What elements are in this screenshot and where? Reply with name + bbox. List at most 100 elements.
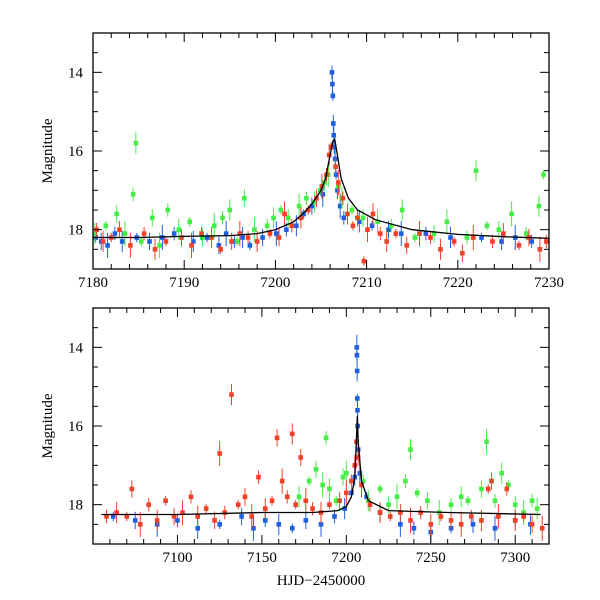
point-red-35	[377, 231, 383, 236]
point-red-12	[203, 506, 209, 511]
point-green-24	[304, 195, 309, 201]
point-red-51	[370, 211, 376, 217]
point-red-16	[254, 239, 260, 244]
top-panel-model-curve	[93, 137, 550, 239]
point-green-12	[386, 502, 391, 507]
point-blue-27	[398, 522, 403, 527]
point-blue-19	[294, 223, 299, 229]
point-blue-24	[357, 470, 363, 476]
point-red-44	[471, 235, 476, 240]
point-blue-37	[398, 231, 404, 236]
point-green-15	[408, 447, 413, 452]
point-red-39	[359, 482, 364, 488]
y-tick-label-16: 16	[68, 144, 84, 160]
point-blue-0	[110, 514, 116, 519]
point-blue-12	[223, 231, 229, 236]
point-red-37	[393, 231, 399, 236]
point-red-20	[256, 474, 261, 480]
y-tick-label-16: 16	[68, 419, 84, 435]
point-red-17	[267, 231, 273, 236]
point-red-11	[195, 514, 201, 519]
point-blue-14	[342, 506, 347, 511]
point-blue-41	[499, 239, 504, 244]
point-red-22	[305, 207, 311, 213]
x-tick-label-7230: 7230	[534, 275, 564, 291]
x-tick-label-7200: 7200	[331, 550, 361, 566]
point-red-43	[460, 250, 465, 256]
point-green-6	[333, 498, 339, 504]
point-green-13	[211, 223, 217, 229]
point-green-2	[313, 466, 319, 472]
bottom-panel-x-ticks: 7100 7150 7200 7250 7300	[92, 308, 550, 566]
point-green-5	[327, 486, 332, 492]
point-red-47	[516, 243, 522, 248]
point-red-52	[485, 486, 491, 492]
point-green-40	[473, 168, 479, 173]
point-red-28	[298, 455, 304, 460]
x-tick-label-7200: 7200	[260, 275, 290, 291]
x-tick-label-7180: 7180	[78, 275, 108, 291]
point-blue-19	[354, 368, 360, 374]
point-red-44	[408, 518, 413, 523]
point-blue-31	[335, 188, 340, 193]
x-tick-label-7210: 7210	[352, 275, 382, 291]
point-red-34	[344, 490, 349, 496]
point-blue-15	[349, 490, 354, 496]
point-blue-11	[303, 518, 309, 523]
point-green-35	[399, 207, 405, 213]
point-red-31	[345, 211, 350, 217]
point-red-46	[428, 522, 434, 527]
point-green-4	[130, 191, 136, 197]
point-green-17	[425, 498, 430, 504]
point-red-28	[333, 164, 338, 170]
x-tick-label-7250: 7250	[416, 550, 446, 566]
point-green-11	[377, 486, 383, 492]
point-green-13	[394, 494, 400, 500]
point-green-23	[296, 203, 302, 209]
point-red-49	[537, 247, 543, 252]
point-green-37	[431, 231, 437, 236]
point-red-38	[355, 455, 361, 460]
point-blue-15	[247, 243, 253, 248]
point-green-19	[448, 502, 454, 507]
point-green-36	[412, 235, 418, 240]
point-red-47	[438, 514, 444, 519]
point-red-40	[367, 502, 373, 507]
x-tick-label-7190: 7190	[169, 275, 199, 291]
point-red-8	[179, 235, 184, 240]
point-red-9	[180, 510, 185, 515]
x-tick-label-7150: 7150	[247, 550, 277, 566]
point-blue-17	[354, 345, 360, 350]
point-green-20	[458, 494, 464, 500]
point-red-42	[387, 514, 393, 519]
point-red-45	[490, 239, 495, 244]
point-red-27	[328, 144, 334, 150]
y-tick-label-18: 18	[68, 223, 83, 239]
point-blue-40	[479, 235, 484, 240]
point-red-3	[129, 486, 135, 492]
point-green-20	[271, 215, 276, 221]
point-red-11	[209, 235, 214, 240]
point-green-16	[414, 490, 420, 496]
point-red-18	[242, 494, 248, 500]
point-green-34	[388, 223, 394, 229]
point-red-58	[529, 522, 535, 527]
top-panel-points	[92, 65, 549, 266]
point-red-33	[337, 498, 342, 504]
point-green-46	[541, 172, 546, 177]
point-red-39	[417, 231, 422, 236]
point-red-51	[479, 518, 484, 523]
point-red-19	[249, 514, 255, 519]
point-blue-18	[354, 352, 360, 358]
point-red-6	[152, 247, 158, 252]
point-red-13	[229, 239, 234, 244]
point-green-9	[165, 207, 171, 213]
point-red-14	[237, 231, 243, 236]
top-panel-frame	[92, 32, 550, 270]
point-green-5	[133, 140, 139, 146]
point-blue-32	[337, 203, 343, 209]
point-blue-21	[355, 407, 360, 413]
point-red-30	[310, 506, 315, 511]
point-green-29	[529, 498, 535, 504]
